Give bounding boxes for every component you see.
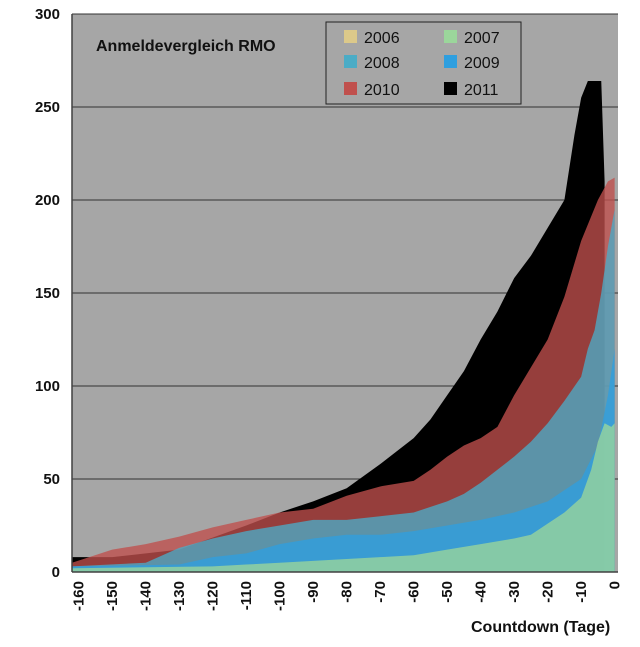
legend-swatch-2009 <box>444 55 457 68</box>
x-axis-label: Countdown (Tage) <box>471 619 610 636</box>
legend-label-2007: 2007 <box>464 30 500 47</box>
legend-label-2006: 2006 <box>364 30 400 47</box>
y-tick-labels: 0 50 100 150 200 250 300 <box>35 6 60 581</box>
x-tick-label: -20 <box>540 581 557 603</box>
x-tick-label: -120 <box>205 581 222 611</box>
legend-box <box>325 21 522 105</box>
y-tick-label: 300 <box>35 6 60 23</box>
legend-label-2009: 2009 <box>464 55 500 72</box>
y-tick-label: 100 <box>35 378 60 395</box>
y-tick-label: 0 <box>52 564 60 581</box>
x-tick-label: -40 <box>473 581 490 603</box>
legend: 2006 2007 2008 2009 2010 2011 <box>325 21 522 105</box>
y-tick-label: 50 <box>43 471 60 488</box>
x-tick-label: -140 <box>138 581 155 611</box>
x-tick-label: -60 <box>406 581 423 603</box>
x-tick-label: -150 <box>104 581 121 611</box>
x-tick-label: -70 <box>372 581 389 603</box>
chart-title: Anmeldevergleich RMO <box>96 38 276 55</box>
series-area-2007 <box>72 423 615 572</box>
x-tick-label: 0 <box>607 581 624 589</box>
x-tick-label: -30 <box>506 581 523 603</box>
legend-label-2010: 2010 <box>364 82 400 99</box>
x-tick-label: -100 <box>272 581 289 611</box>
x-tick-label: -80 <box>339 581 356 603</box>
x-tick-label: -160 <box>71 581 88 611</box>
series-areas <box>72 80 615 573</box>
y-tick-label: 200 <box>35 192 60 209</box>
x-tick-label: -10 <box>573 581 590 603</box>
legend-swatch-2010 <box>344 82 357 95</box>
y-tick-label: 150 <box>35 285 60 302</box>
x-tick-label: -110 <box>238 581 255 610</box>
x-tick-label: -130 <box>171 581 188 611</box>
series-area-2010 <box>72 177 615 572</box>
x-tick-label: -50 <box>439 581 456 603</box>
legend-label-2011: 2011 <box>464 82 499 99</box>
legend-swatch-2008 <box>344 55 357 68</box>
legend-label-2008: 2008 <box>364 55 400 72</box>
legend-swatch-2006 <box>344 30 357 43</box>
legend-swatch-2007 <box>444 30 457 43</box>
x-tick-labels: -160 -150 -140 -130 -120 -110 -100 -90 -80 -70 -60… <box>71 581 624 611</box>
x-tick-label: -90 <box>305 581 322 603</box>
grid-lines <box>72 13 618 480</box>
legend-swatch-2011 <box>444 82 457 95</box>
y-tick-label: 250 <box>35 99 60 116</box>
